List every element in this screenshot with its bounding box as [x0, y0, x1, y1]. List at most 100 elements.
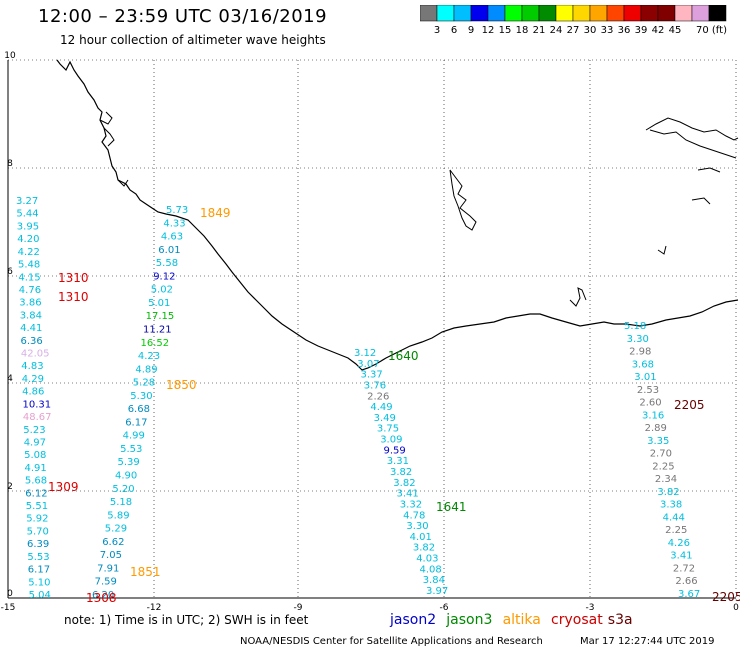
time-label: 1851 — [130, 565, 161, 579]
color-scale-label: 9 — [468, 25, 474, 36]
y-tick-label: 2 — [7, 482, 13, 492]
wave-height-label: 6.17 — [125, 417, 147, 428]
wave-height-label: 4.86 — [22, 387, 44, 398]
wave-height-label: 4.49 — [370, 402, 392, 413]
wave-height-label: 4.97 — [24, 438, 46, 449]
y-tick-label: 4 — [7, 374, 13, 384]
wave-height-label: 5.39 — [118, 457, 140, 468]
wave-height-label: 48.67 — [23, 412, 52, 423]
wave-height-label: 5.30 — [130, 391, 152, 402]
x-tick-label: -9 — [294, 603, 303, 613]
wave-height-label: 3.09 — [380, 435, 402, 446]
sat-cryosat: cryosat — [551, 612, 603, 628]
time-label: 1640 — [388, 349, 419, 363]
wave-height-label: 2.26 — [367, 391, 389, 402]
wave-height-label: 4.23 — [138, 351, 160, 362]
time-label: 1850 — [166, 378, 197, 392]
x-tick-label: 0 — [733, 603, 739, 613]
wave-height-label: 2.25 — [665, 525, 687, 536]
y-tick-label: 6 — [7, 267, 13, 277]
wave-height-label: 4.89 — [135, 364, 157, 375]
wave-height-label: 4.63 — [161, 232, 183, 243]
wave-height-label: 3.84 — [423, 575, 445, 586]
wave-height-label: 2.60 — [639, 398, 661, 409]
wave-height-label: 11.21 — [143, 325, 172, 336]
wave-height-label: 4.26 — [668, 538, 690, 549]
wave-height-label: 42.05 — [21, 349, 50, 360]
wave-height-label: 3.32 — [400, 500, 422, 511]
wave-height-label: 3.41 — [397, 489, 419, 500]
chart-title: 12:00 – 23:59 UTC 03/16/2019 — [38, 6, 328, 27]
wave-height-labels: 3.275.443.954.204.225.484.154.763.863.84… — [16, 196, 700, 601]
wave-height-label: 2.34 — [655, 474, 677, 485]
wave-height-label: 3.30 — [406, 521, 428, 532]
wave-height-label: 4.22 — [18, 247, 40, 258]
wave-height-label: 4.08 — [420, 564, 442, 575]
wave-height-label: 2.66 — [675, 576, 697, 587]
wave-height-label: 3.38 — [660, 500, 682, 511]
color-scale-label: 3 — [434, 25, 440, 36]
wave-height-label: 5.44 — [16, 209, 38, 220]
wave-height-label: 5.04 — [29, 590, 51, 601]
wave-height-label: 2.70 — [650, 449, 672, 460]
color-scale-label: 33 — [601, 25, 614, 36]
wave-height-label: 3.31 — [387, 456, 409, 467]
wave-height-label: 3.82 — [390, 467, 412, 478]
x-tick-label: -12 — [147, 603, 162, 613]
wave-height-label: 3.67 — [678, 589, 700, 600]
color-scale-label: 30 — [584, 25, 597, 36]
wave-height-label: 4.01 — [410, 532, 432, 543]
wave-height-label: 3.82 — [657, 487, 679, 498]
wave-height-label: 4.76 — [19, 285, 41, 296]
chart-subtitle: 12 hour collection of altimeter wave hei… — [60, 33, 326, 47]
color-scale-label: 27 — [567, 25, 580, 36]
time-labels: 1849 1310 1310 1850 1309 1851 1308 1640 1641 2205… — [48, 206, 740, 605]
wave-height-label: 4.03 — [416, 554, 438, 565]
wave-height-label: 4.99 — [123, 431, 145, 442]
x-tick-label: -6 — [440, 603, 449, 613]
wave-height-label: 6.62 — [102, 537, 124, 548]
wave-height-label: 7.91 — [97, 563, 119, 574]
wave-height-label: 4.90 — [115, 471, 137, 482]
wave-height-label: 3.75 — [377, 424, 399, 435]
color-scale-label: 42 — [652, 25, 665, 36]
satellite-legend: jason2 jason3 altika cryosat s3a — [390, 609, 633, 628]
wave-height-label: 6.68 — [128, 404, 150, 415]
wave-height-label: 3.95 — [17, 221, 39, 232]
sat-altika: altika — [502, 612, 541, 628]
wave-height-label: 6.12 — [25, 488, 47, 499]
wave-height-label: 4.33 — [163, 218, 185, 229]
wave-height-label: 9.59 — [384, 445, 406, 456]
wave-height-label: 3.37 — [361, 370, 383, 381]
time-label: 2205 — [712, 590, 740, 604]
wave-height-label: 2.98 — [629, 347, 651, 358]
wave-height-label: 3.27 — [16, 196, 38, 207]
color-scale-label: 24 — [550, 25, 563, 36]
wave-height-label: 10.31 — [23, 399, 52, 410]
wave-height-label: 5.51 — [26, 501, 48, 512]
wave-height-label: 5.53 — [120, 444, 142, 455]
wave-height-label: 2.53 — [637, 385, 659, 396]
wave-height-label: 6.20 — [92, 590, 114, 601]
wave-height-label: 3.82 — [393, 478, 415, 489]
wave-height-label: 5.18 — [110, 497, 132, 508]
coastline — [56, 59, 739, 371]
wave-height-label: 4.44 — [663, 512, 685, 523]
wave-height-label: 9.12 — [153, 271, 175, 282]
x-tick-label: -3 — [586, 603, 595, 613]
wave-height-label: 5.68 — [25, 476, 47, 487]
timestamp-text: Mar 17 12:27:44 UTC 2019 — [580, 636, 715, 647]
color-scale-label: 18 — [516, 25, 529, 36]
island-outline — [645, 117, 739, 205]
color-scale-label: 15 — [499, 25, 512, 36]
wave-height-label: 17.15 — [146, 311, 175, 322]
wave-height-label: 16.52 — [141, 338, 170, 349]
wave-height-label: 3.12 — [354, 348, 376, 359]
time-label: 1310 — [58, 271, 89, 285]
color-scale-label: 70 (ft) — [696, 25, 727, 36]
color-scale-label: 21 — [533, 25, 546, 36]
wave-height-label: 3.97 — [426, 586, 448, 597]
sat-jason2: jason2 — [390, 612, 437, 628]
time-label: 1849 — [200, 206, 231, 220]
